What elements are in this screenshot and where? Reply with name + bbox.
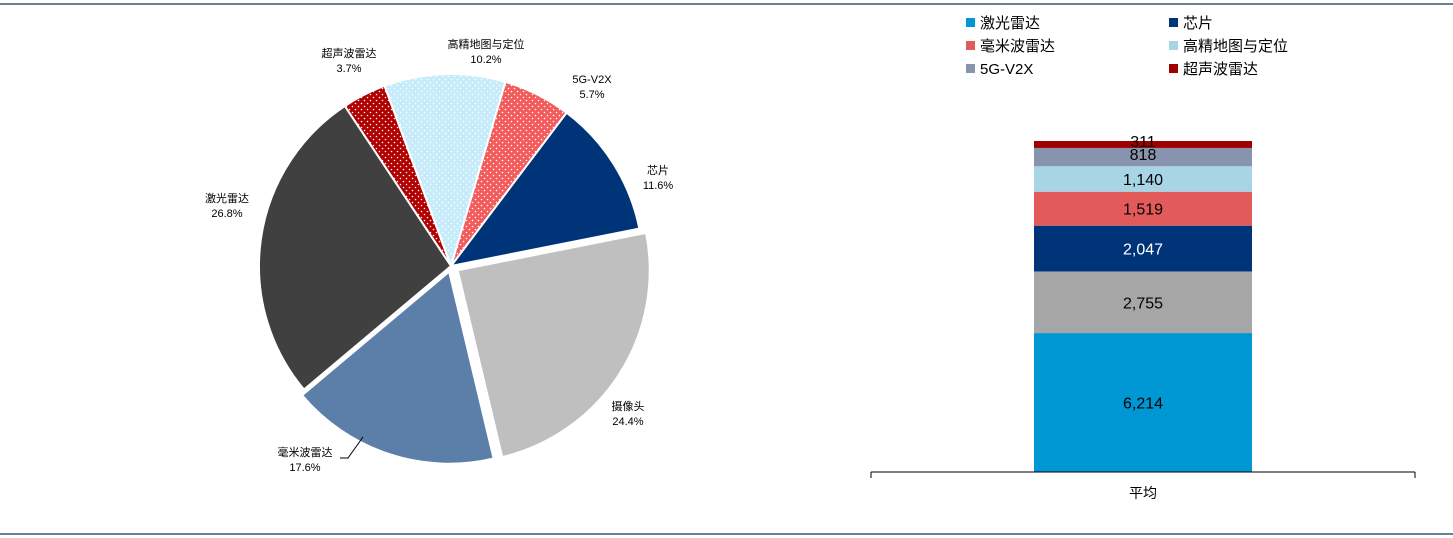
pie-label-hd-map: 高精地图与定位 — [448, 37, 525, 51]
bar-value-label-millimeter-radar: 1,519 — [1123, 202, 1163, 219]
legend-swatch-hd-map — [1169, 41, 1178, 50]
bar-segment-camera — [1034, 271, 1252, 334]
legend-label-chip: 芯片 — [1183, 15, 1213, 32]
legend-label-millimeter-radar: 毫米波雷达 — [980, 37, 1055, 55]
top-rule — [0, 3, 1453, 5]
bar-segment-lidar — [1034, 333, 1252, 472]
legend-label-5g-v2x: 5G-V2X — [980, 61, 1033, 78]
bar-segment-millimeter-radar — [1034, 191, 1252, 226]
pie-percent-ultrasonic-radar: 3.7% — [336, 63, 361, 75]
pie-label-ultrasonic-radar: 超声波雷达 — [322, 46, 377, 60]
bar-segments — [1034, 141, 1252, 472]
legend-label-ultrasonic-radar: 超声波雷达 — [1183, 60, 1258, 78]
legend-swatch-ultrasonic-radar — [1169, 64, 1178, 73]
pie-slice-hd-map — [383, 73, 507, 270]
pie-slice-millimeter-radar — [300, 269, 495, 465]
bar-value-label-camera: 2,755 — [1123, 295, 1163, 312]
pie-percent-5g-v2x: 5.7% — [579, 89, 604, 101]
pie-label-camera: 摄像头 — [612, 399, 645, 413]
legend-swatch-millimeter-radar — [966, 41, 975, 50]
legend-swatch-lidar — [966, 18, 975, 27]
pie-label-lidar: 激光雷达 — [205, 191, 249, 205]
bar-segment-5g-v2x — [1034, 147, 1252, 167]
bar-segment-chip — [1034, 225, 1252, 272]
legend-label-lidar: 激光雷达 — [980, 15, 1040, 32]
pie-labels: 芯片 11.6% 摄像头 24.4% 毫米波雷达 17.6% 激光雷达 26.8… — [205, 37, 673, 474]
bar-value-label-ultrasonic-radar: 311 — [1130, 134, 1156, 151]
bar-value-label-5g-v2x: 818 — [1130, 147, 1157, 164]
legend-swatch-5g-v2x — [966, 64, 975, 73]
pie-slice-camera — [456, 231, 651, 459]
pie-leader-lines — [340, 436, 364, 459]
pie-slice-chip — [448, 111, 641, 268]
pie-slice-5g-v2x — [450, 80, 568, 267]
bar-value-label-chip: 2,047 — [1123, 242, 1163, 259]
pie-chart: 芯片 11.6% 摄像头 24.4% 毫米波雷达 17.6% 激光雷达 26.8… — [205, 37, 673, 474]
pie-label-chip: 芯片 — [647, 163, 669, 177]
pie-percent-chip: 11.6% — [643, 180, 674, 192]
x-axis-category-label: 平均 — [1129, 485, 1157, 501]
legend-swatch-chip — [1169, 18, 1178, 27]
bottom-rule — [0, 533, 1453, 535]
pie-percent-hd-map: 10.2% — [470, 54, 501, 66]
pie-percent-camera: 24.4% — [612, 416, 643, 428]
bar-segment-hd-map — [1034, 166, 1252, 192]
pie-percent-lidar: 26.8% — [211, 208, 242, 220]
pie-slice-lidar — [258, 104, 453, 391]
legend-label-hd-map: 高精地图与定位 — [1183, 38, 1288, 55]
bar-value-label-hd-map: 1,140 — [1123, 172, 1163, 189]
bar-value-label-lidar: 6,214 — [1123, 396, 1163, 413]
legend: 激光雷达 芯片 毫米波雷达 高精地图与定位 5G-V2X 超声波雷达 — [966, 15, 1288, 78]
pie-percent-millimeter-radar: 17.6% — [289, 462, 320, 474]
leader-line-millimeter-radar — [340, 436, 364, 459]
pie-label-millimeter-radar: 毫米波雷达 — [278, 445, 333, 459]
pie-label-5g-v2x: 5G-V2X — [572, 74, 612, 86]
bar-segment-ultrasonic-radar — [1034, 141, 1252, 148]
pie-slices — [258, 73, 651, 465]
